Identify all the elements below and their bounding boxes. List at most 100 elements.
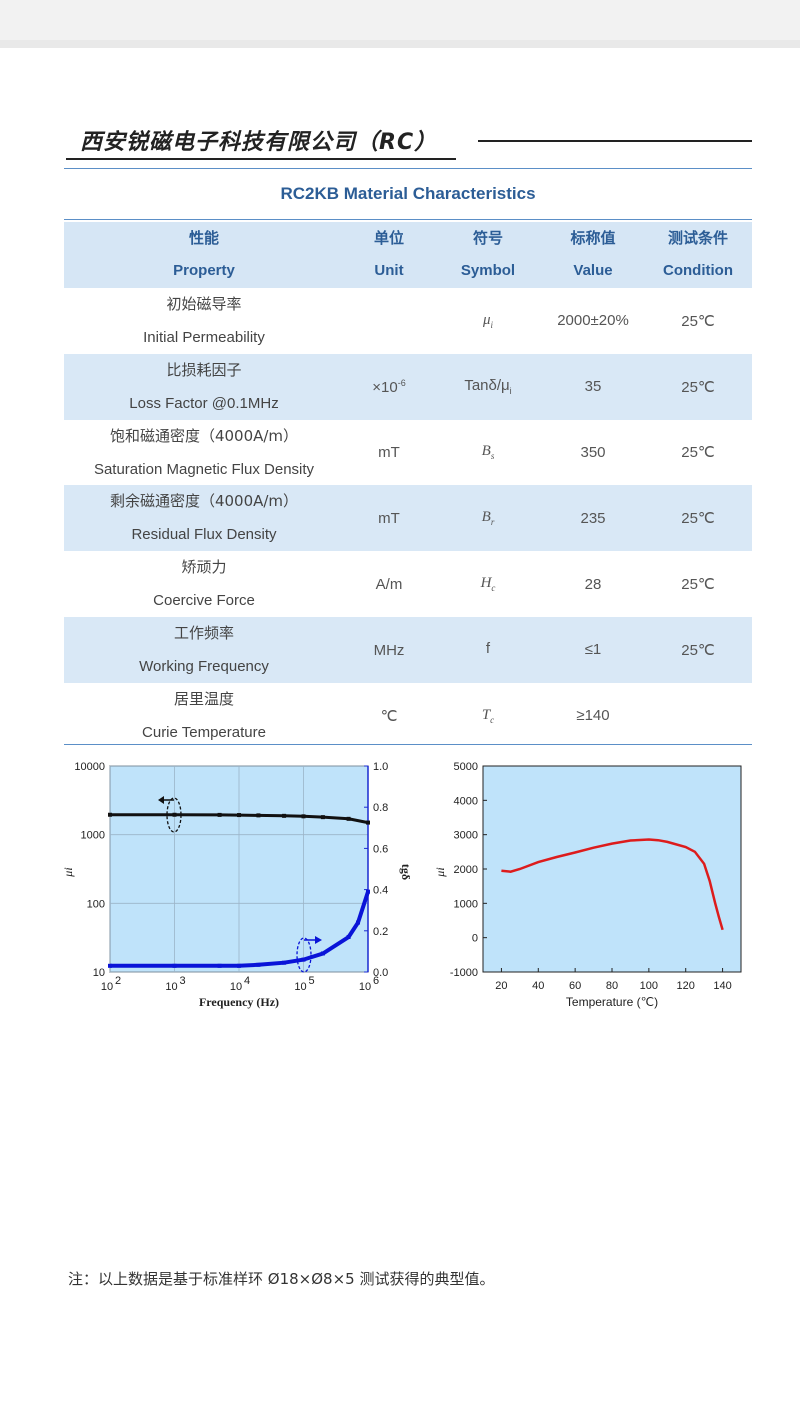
condition-cell: 25℃	[681, 576, 715, 594]
value-cell: 35	[584, 378, 602, 396]
company-title: 西安锐磁电子科技有限公司（RC）	[80, 130, 438, 155]
permeability-point	[237, 813, 241, 818]
y2-tick-label: 1.0	[373, 761, 388, 773]
top-bar-edge	[0, 40, 800, 48]
x-tick-exponent: 2	[115, 975, 121, 987]
header-condition: 测试条件 Condition	[663, 230, 733, 279]
x-tick-label: 10	[230, 981, 242, 993]
permeability-point	[256, 813, 261, 818]
x-tick-label: 10	[101, 981, 113, 993]
y2-tick-label: 0.8	[373, 802, 388, 814]
permeability-point	[217, 812, 222, 817]
y-tick-label: 10000	[74, 761, 105, 773]
value-cell: 28	[584, 575, 602, 593]
temperature-ylabel: μi	[433, 867, 447, 877]
temperature-chart: 20 40 60 80 100 120 140 -1000 0 1000 2000 3000 4000 5…	[433, 761, 742, 1009]
y-tick-label: 1000	[454, 898, 478, 910]
loss-tangent-point	[256, 962, 261, 967]
title-rule	[478, 140, 752, 142]
table-row: 工作频率 Working Frequency MHz f ≤1 25℃	[64, 616, 752, 683]
property-cell: 矫顽力 Coercive Force	[153, 558, 255, 610]
x-tick-label: 40	[532, 980, 544, 992]
value-cell: ≤1	[584, 641, 602, 659]
condition-cell: 25℃	[681, 641, 715, 659]
condition-cell: 25℃	[681, 312, 715, 330]
table-row: 矫顽力 Coercive Force A/m Hc 28 25℃	[64, 551, 752, 617]
permeability-point	[301, 814, 306, 819]
permeability-point	[366, 820, 370, 825]
left-arrow-head	[158, 796, 164, 804]
right-axis-indicator	[296, 937, 312, 973]
frequency-ylabel: μi	[61, 867, 75, 877]
unit-cell: A/m	[375, 576, 403, 594]
table-bottom-rule	[64, 744, 752, 745]
temperature-series	[501, 838, 724, 931]
y-tick-label: 1000	[81, 830, 105, 842]
x-tick-label: 10	[294, 981, 306, 993]
property-cell: 居里温度 Curie Temperature	[142, 689, 266, 741]
loss-tangent-point	[172, 963, 177, 968]
unit-cell: MHz	[373, 641, 405, 659]
x-tick-label: 10	[165, 981, 177, 993]
loss-tangent-point	[346, 934, 351, 939]
x-tick-label: 10	[359, 981, 371, 993]
x-tick-label: 120	[677, 980, 695, 992]
permeability-point	[320, 815, 325, 820]
value-cell: 2000±20%	[557, 312, 629, 330]
charts: 10 2 10 3 10 4 10 5 10 6101001000100000.00.20.40.…	[61, 761, 742, 1009]
temperature-ticks: 20 40 60 80 100 120 140 -1000 0 1000 2000 3000 4000 5…	[450, 761, 732, 992]
loss-tangent-point	[301, 957, 306, 962]
y2-tick-label: 0.6	[373, 843, 388, 855]
value-cell: ≥140	[576, 707, 610, 725]
property-cell: 饱和磁通密度（4000A/m） Saturation Magnetic Flux…	[93, 426, 315, 478]
frequency-chart: 10 2 10 3 10 4 10 5 10 6101001000100000.00.20.40.…	[61, 761, 413, 1009]
x-tick-label: 20	[495, 980, 507, 992]
header-symbol: 符号 Symbol	[460, 230, 516, 279]
y2-tick-label: 0.0	[373, 967, 388, 979]
property-cell: 工作频率 Working Frequency	[139, 623, 269, 675]
x-tick-exponent: 3	[179, 975, 185, 987]
y-tick-label: 4000	[454, 795, 478, 807]
value-cell: 350	[580, 443, 606, 461]
loss-tangent-point	[356, 920, 361, 925]
right-arrow-head	[315, 936, 322, 944]
header-value: 标称值 Value	[570, 230, 616, 279]
permeability-point	[346, 816, 351, 821]
frequency-grid	[109, 765, 369, 973]
material-table: RC2KB Material Characteristics 性能 Proper…	[64, 168, 752, 749]
y2-tick-label: 0.2	[373, 926, 388, 938]
y-tick-label: 100	[87, 898, 105, 910]
condition-cell: 25℃	[681, 444, 715, 462]
x-tick-label: 60	[569, 980, 581, 992]
loss-tangent-point	[217, 963, 222, 968]
frequency-y2label: tgδ	[399, 864, 413, 880]
loss-tangent-point	[237, 963, 241, 968]
property-cell: 初始磁导率 Initial Permeability	[143, 294, 265, 346]
table-row: 剩余磁通密度（4000A/m） Residual Flux Density mT…	[64, 485, 752, 552]
unit-cell	[344, 288, 434, 354]
table-title: RC2KB Material Characteristics	[64, 168, 752, 220]
title-underline	[66, 158, 456, 160]
condition-cell: 25℃	[681, 378, 715, 396]
frequency-ticks: 10 2 10 3 10 4 10 5 10 6101001000100000.00.20.40.…	[74, 761, 388, 993]
permeability-point	[282, 813, 287, 818]
symbol-cell: Br	[481, 509, 495, 528]
value-cell: 235	[580, 509, 606, 527]
frequency-xlabel: Frequency (Hz)	[199, 995, 279, 1009]
y-tick-label: 10	[93, 967, 105, 979]
permeability-point	[172, 812, 177, 817]
x-tick-exponent: 6	[373, 975, 379, 987]
table-row: 饱和磁通密度（4000A/m） Saturation Magnetic Flux…	[64, 420, 752, 486]
condition-cell: 25℃	[681, 510, 715, 528]
y-tick-label: 0	[472, 933, 478, 945]
unit-cell: mT	[378, 510, 400, 528]
property-cell: 剩余磁通密度（4000A/m） Residual Flux Density	[109, 492, 299, 544]
y-tick-label: 5000	[454, 761, 478, 773]
condition-cell	[644, 683, 752, 749]
x-tick-exponent: 4	[244, 975, 250, 987]
table-row: 居里温度 Curie Temperature ℃ Tc ≥140	[64, 683, 752, 749]
table-header: 性能 Property 单位 Unit 符号 Symbol 标称值 Value …	[64, 222, 752, 288]
y-tick-label: 2000	[454, 864, 478, 876]
permeability-point	[108, 812, 112, 817]
unit-cell: mT	[378, 444, 400, 462]
